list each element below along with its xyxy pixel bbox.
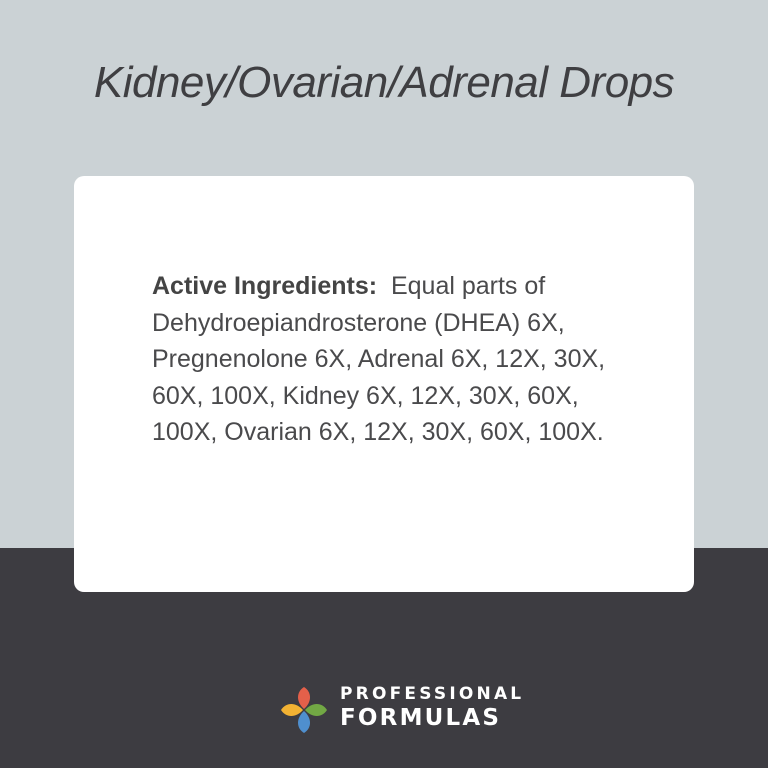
logo-petal-green — [305, 704, 327, 716]
brand-line1: PROFESSIONAL — [340, 684, 525, 704]
logo-petal-red — [298, 687, 310, 709]
ingredients-list: Equal parts of Dehydroepiandrosterone (D… — [152, 272, 606, 446]
ingredients-text: Active Ingredients: Equal parts of Dehyd… — [152, 268, 622, 451]
brand-line2: FORMULAS — [340, 705, 502, 731]
logo-petal-blue — [298, 711, 310, 733]
ingredients-label: Active Ingredients: — [152, 272, 378, 300]
page-title: Kidney/Ovarian/Adrenal Drops — [93, 58, 675, 107]
ingredients-card: Active Ingredients: Equal parts of Dehyd… — [74, 176, 694, 592]
professional-formulas-logo-icon — [281, 687, 327, 733]
brand-name: PROFESSIONAL FORMULAS — [340, 684, 524, 732]
logo-petal-yellow — [281, 704, 303, 716]
